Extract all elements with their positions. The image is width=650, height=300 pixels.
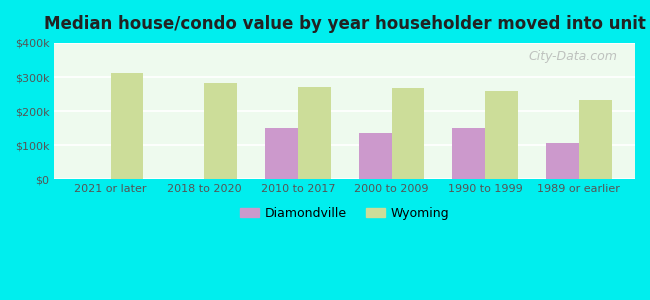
Bar	[485, 91, 518, 179]
Bar	[204, 83, 237, 179]
Bar	[391, 88, 424, 179]
Text: City-Data.com: City-Data.com	[528, 50, 618, 63]
Bar	[546, 143, 578, 179]
Bar	[359, 133, 391, 179]
Bar	[265, 128, 298, 179]
Legend: Diamondville, Wyoming: Diamondville, Wyoming	[235, 202, 454, 225]
Bar	[111, 73, 144, 179]
Title: Median house/condo value by year householder moved into unit: Median house/condo value by year househo…	[44, 15, 645, 33]
Bar	[578, 100, 612, 179]
Bar	[452, 128, 485, 179]
Bar	[298, 87, 331, 179]
